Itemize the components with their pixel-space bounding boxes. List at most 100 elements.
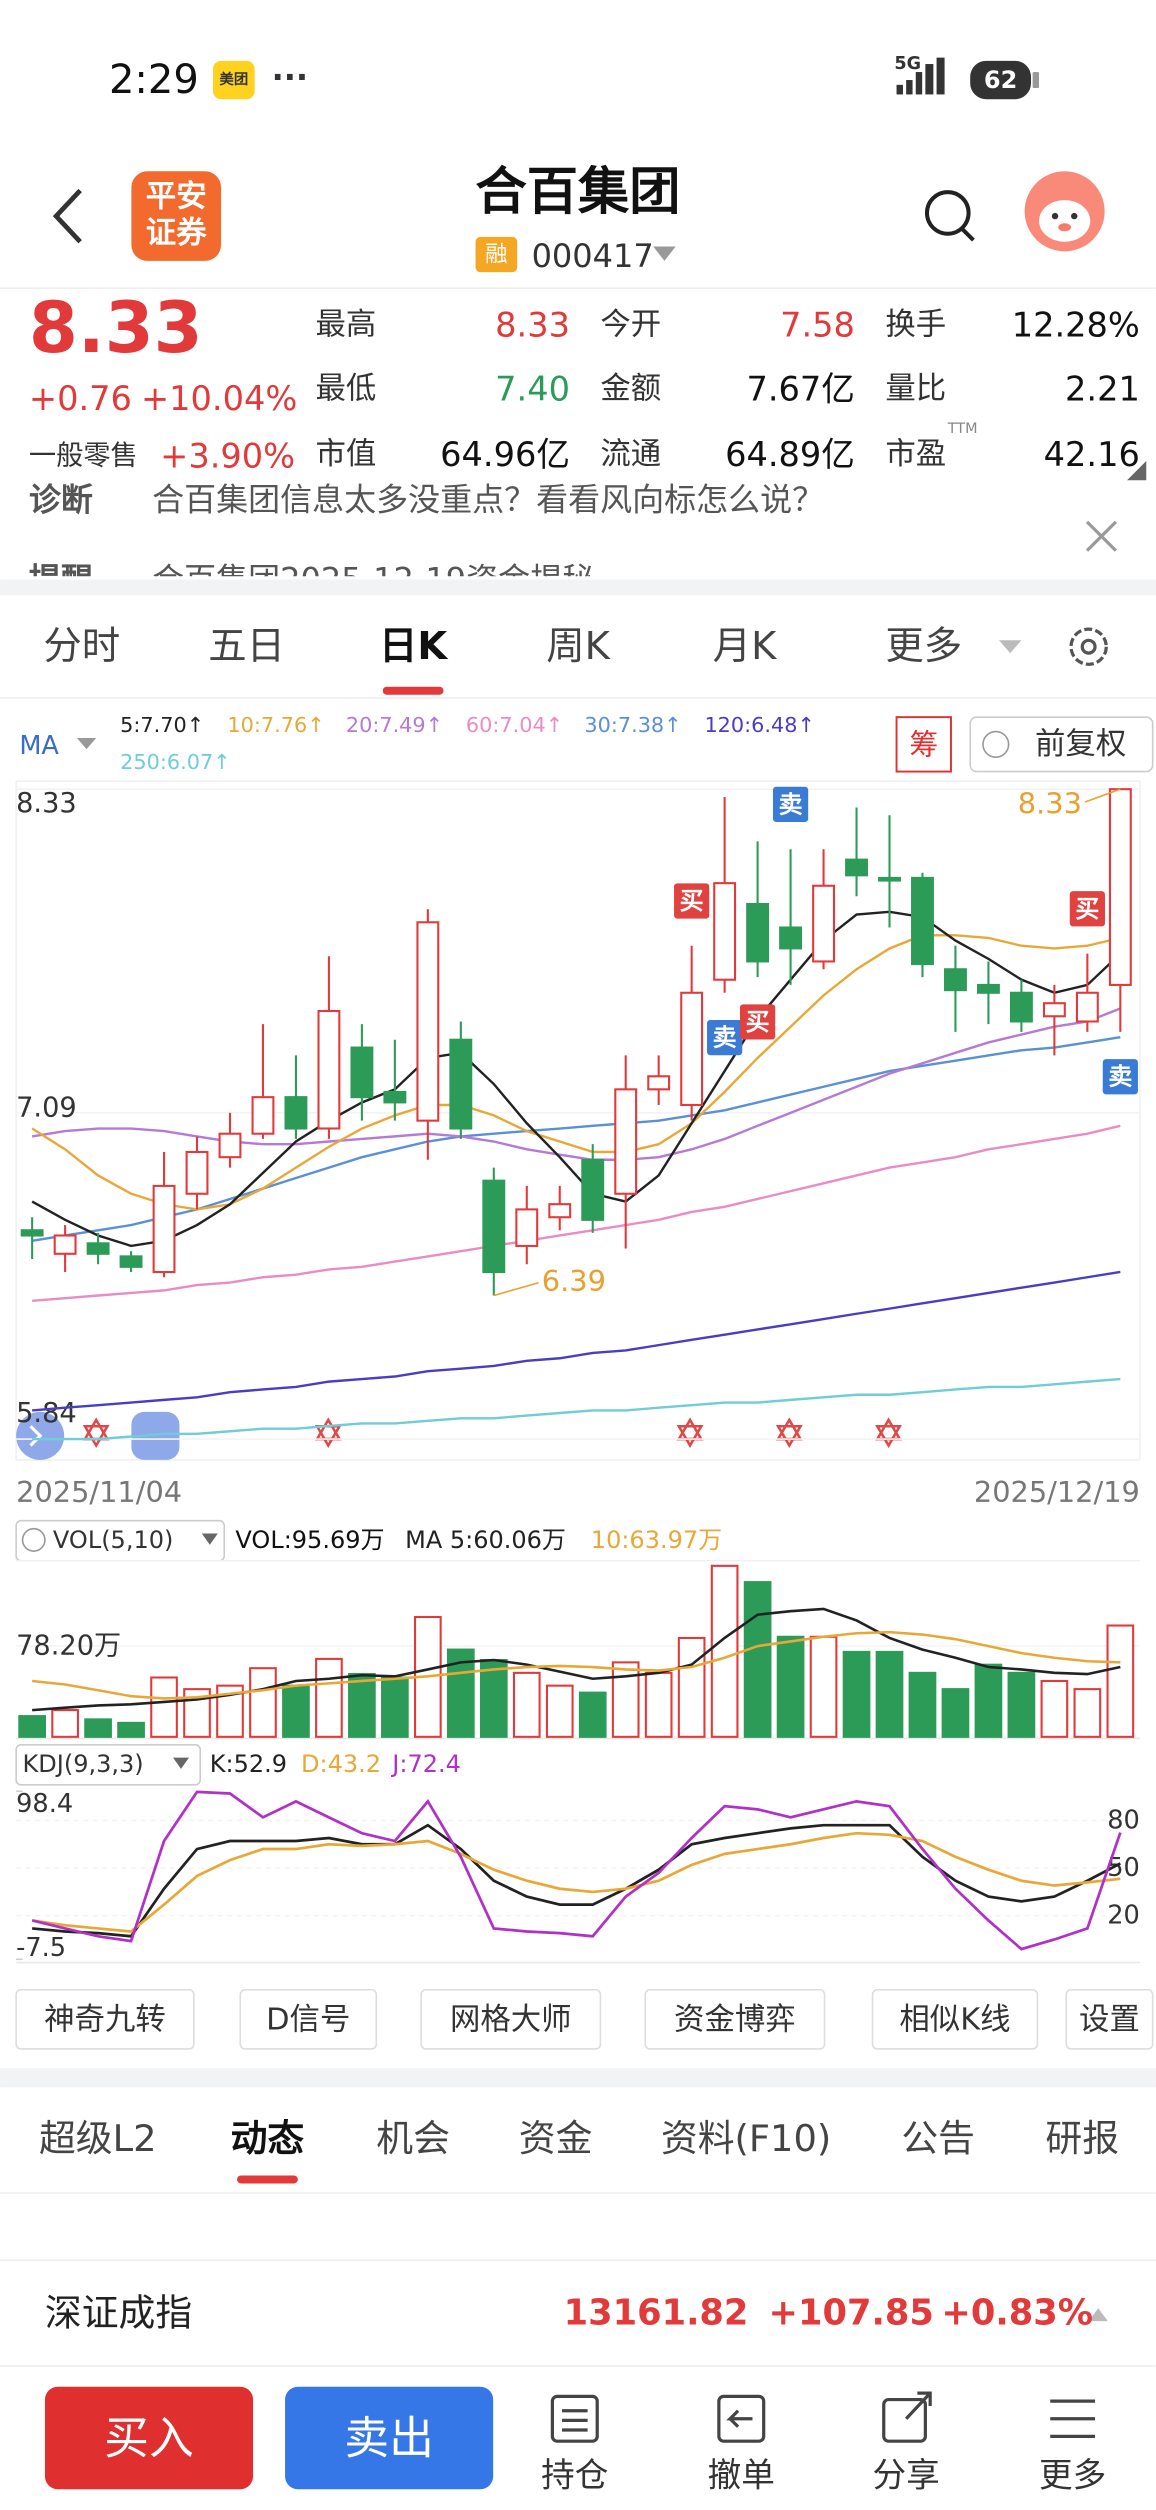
stat-value: 2.21 [1065,369,1140,408]
info-tab[interactable]: 资金 [519,2117,593,2160]
buy-text: 买入 [104,2411,194,2464]
info-tab[interactable]: 研报 [1045,2117,1119,2160]
signal-box[interactable] [1102,1059,1138,1095]
volume-bar [908,1671,937,1738]
info-tab[interactable]: 资料(F10) [661,2117,831,2160]
tool-button[interactable] [15,1988,195,2050]
tab-underline [382,686,444,695]
kdj-caret [173,1757,190,1769]
period-tab[interactable]: 日K [379,624,448,669]
close-notice[interactable] [1085,520,1117,552]
nav-item[interactable]: 更多 [1039,2455,1106,2494]
candle-body [53,1234,77,1255]
period-tab[interactable]: 更多 [885,624,962,669]
signal-box[interactable] [739,1004,776,1040]
search-button[interactable] [924,190,975,242]
y-tick-label: 78.20万 [16,1630,121,1661]
info-tab[interactable]: 超级L2 [39,2117,157,2160]
candle-body [152,1184,176,1274]
avatar[interactable] [1024,171,1105,252]
notice-tag: 提醒 [29,560,93,598]
kdj-label-box[interactable] [15,1744,202,1786]
y-tick-label: 20 [1107,1901,1140,1931]
ma-line [32,1377,1121,1441]
period-tab[interactable]: 周K [546,624,610,669]
signal-box[interactable] [674,883,710,919]
volume-bar [84,1718,112,1738]
chip-text[interactable]: 筹 [909,727,938,761]
candle-body [482,1179,506,1274]
info-tab[interactable]: 动态 [231,2117,305,2160]
tool-button[interactable] [644,1988,826,2050]
app-badge-text: 美团 [219,70,248,88]
ma-caret[interactable] [76,737,97,750]
change: +0.76 [29,379,132,418]
ma-line [32,1270,1121,1412]
x-tick-label: 2025/11/04 [16,1475,182,1509]
kdj-readout: K:52.9 [210,1750,287,1778]
tool-button[interactable] [1065,1988,1154,2050]
volume-bar [644,1671,673,1738]
ma-line [31,1007,1121,1161]
change-pct: +10.04% [141,379,297,418]
nav-item[interactable]: 分享 [873,2455,940,2494]
sell-button[interactable] [285,2386,494,2490]
tool-button[interactable] [871,1988,1039,2050]
kdj-line [31,1790,1122,1951]
tool-button[interactable] [239,1988,378,2050]
margin-tag [475,236,518,273]
candle-body [812,884,836,963]
notice-text[interactable]: 合百集团2025-12-19资金揭秘 [152,560,594,598]
settings-button[interactable] [1069,627,1108,666]
index-caret[interactable] [1088,2308,1108,2322]
nav-item[interactable]: 撤单 [708,2455,775,2494]
candle-body [119,1255,143,1268]
logo-text: 证券 [146,216,207,251]
stat-label: 量比 [885,371,946,406]
info-icon [982,730,1010,758]
volume-bar [479,1659,508,1738]
adjust-text[interactable]: 前复权 [1035,727,1126,762]
volume-bar [1106,1624,1135,1738]
low-leader [493,1281,539,1297]
nav-item[interactable]: 持仓 [541,2455,608,2494]
volume-bar [315,1657,343,1738]
info-tab[interactable]: 公告 [901,2117,975,2160]
notice-text[interactable]: 合百集团信息太多没重点？看看风向标怎么说？ [152,480,824,518]
sell-text: 卖出 [344,2411,434,2464]
adjust-button[interactable] [969,716,1154,773]
period-tab[interactable]: 五日 [208,624,285,669]
vol-label[interactable]: VOL(5,10) [53,1526,173,1554]
signal-box[interactable] [772,786,809,822]
time: 2:29 [109,57,199,103]
signal-text: 买 [746,1008,770,1036]
period-tab[interactable]: 月K [713,624,777,669]
tool-button[interactable] [420,1988,602,2050]
volume-bar [743,1581,772,1738]
price: 8.33 [29,287,203,369]
buy-button[interactable] [44,2386,254,2490]
signal-box[interactable] [707,1019,743,1056]
more-caret[interactable] [999,640,1022,654]
volume-bar [611,1661,640,1738]
chip-button[interactable] [895,716,952,773]
more-dots: ··· [272,58,308,96]
period-tab[interactable]: 分时 [43,624,120,669]
kdj-label[interactable]: KDJ(9,3,3) [23,1750,144,1778]
volume-bar [974,1663,1003,1738]
high-label: 8.33 [1018,787,1082,821]
nav-icons [550,2391,1096,2443]
stat-value: 7.40 [495,369,570,408]
ma-label[interactable]: MA [19,731,59,761]
info-tab[interactable]: 机会 [376,2117,450,2160]
candle-body [1042,1002,1066,1018]
stat-label: 市值 [315,437,376,472]
y-tick-label: 98.4 [16,1789,73,1819]
fullscreen-button[interactable] [131,1411,180,1460]
volume-bar [1073,1688,1102,1738]
back-button[interactable] [52,188,82,244]
code-caret[interactable] [653,246,676,261]
signal-box[interactable] [1069,891,1105,927]
